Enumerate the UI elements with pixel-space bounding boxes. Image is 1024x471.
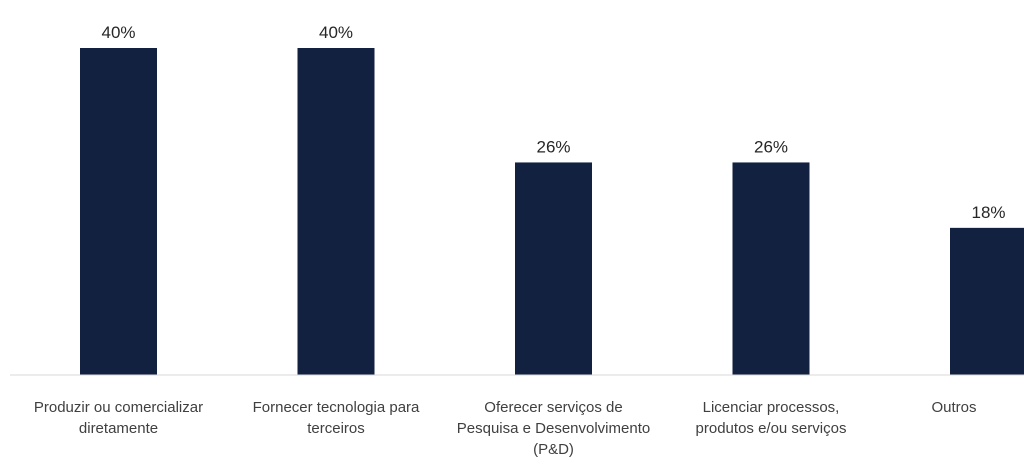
category-label-1: Fornecer tecnologia para terceiros [226, 397, 446, 439]
bar-4 [950, 227, 1024, 375]
bars-group [80, 48, 1024, 375]
value-label-0: 40% [101, 23, 135, 42]
bar-3 [732, 162, 810, 375]
category-label-0: Produzir ou comercializar diretamente [9, 397, 229, 439]
category-label-line: Fornecer tecnologia para [252, 399, 420, 416]
category-label-2: Oferecer serviços de Pesquisa e Desenvolv… [444, 397, 664, 460]
category-label-line: Licenciar processos, [702, 399, 840, 416]
bar-1 [297, 48, 375, 375]
value-label-2: 26% [536, 137, 570, 156]
category-label-line: Oferecer serviços de [484, 399, 623, 416]
category-label-line: Outros [931, 399, 977, 416]
value-label-4: 18% [971, 203, 1005, 222]
category-label-line: diretamente [78, 420, 159, 437]
value-label-3: 26% [754, 137, 788, 156]
category-label-line: Produzir ou comercializar [33, 399, 204, 416]
category-label-line: Pesquisa e Desenvolvimento [456, 420, 651, 437]
category-label-4: Outros [884, 397, 1024, 418]
category-label-3: Licenciar processos, produtos e/ou serviç… [661, 397, 881, 439]
category-label-line: (P&D) [533, 441, 574, 458]
bar-0 [80, 48, 157, 375]
category-label-line: terceiros [307, 420, 365, 437]
bar-2 [515, 162, 592, 375]
category-label-line: produtos e/ou serviços [695, 420, 847, 437]
value-labels-group: 40% 40% 26% 26% 18% [101, 23, 1005, 222]
value-label-1: 40% [319, 23, 353, 42]
